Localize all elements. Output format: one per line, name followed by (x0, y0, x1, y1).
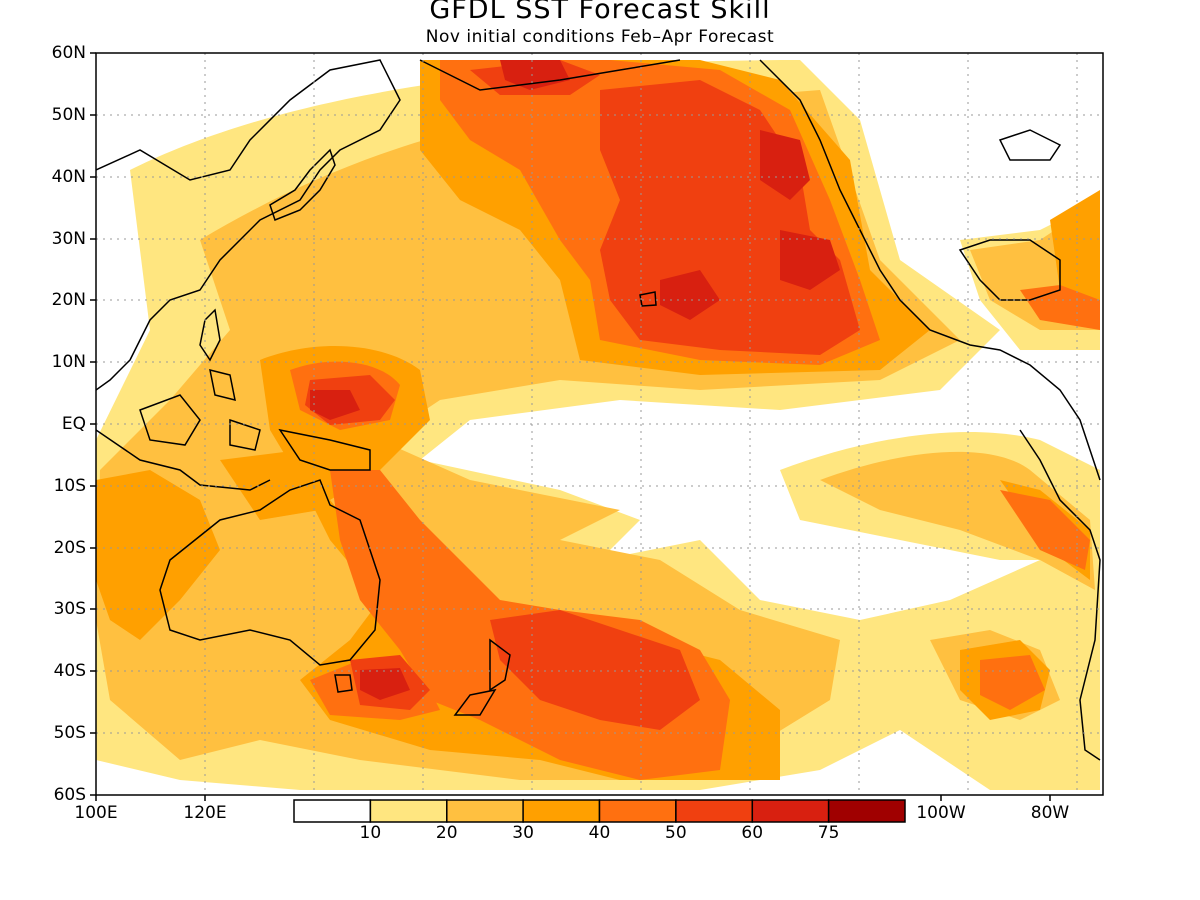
legend-label-30: 30 (512, 823, 534, 843)
legend-swatch-2 (446, 799, 524, 823)
lat-label-30s: 30S (53, 599, 86, 619)
legend-label-10: 10 (359, 823, 382, 843)
lat-label-50s: 50S (53, 723, 86, 743)
lat-label-10s: 10S (53, 476, 86, 496)
legend-swatch-4 (598, 799, 677, 823)
skill-field (96, 53, 1103, 795)
legend-label-60: 60 (741, 823, 764, 843)
axis-ticks (90, 52, 1051, 801)
lat-label-20n: 20N (51, 290, 86, 310)
legend-swatch-1 (369, 799, 448, 823)
color-legend-bar (293, 799, 906, 823)
legend-label-50: 50 (665, 823, 687, 843)
legend-label-75: 75 (817, 823, 840, 843)
legend-label-40: 40 (588, 823, 611, 843)
lat-label-40s: 40S (53, 661, 86, 681)
lat-label-40n: 40N (51, 167, 86, 187)
lat-label-20s: 20S (53, 538, 86, 558)
legend-swatch-0 (293, 799, 372, 823)
lat-label-30n: 30N (51, 229, 86, 249)
legend-swatch-3 (522, 799, 601, 823)
map-subtitle: Nov initial conditions Feb–Apr Forecast (425, 27, 775, 47)
lat-label-eq: EQ (61, 414, 86, 434)
lon-label-100w: 100W (916, 803, 966, 823)
lat-label-10n: 10N (51, 352, 86, 372)
legend-label-20: 20 (435, 823, 458, 843)
lon-label-80w: 80W (1030, 803, 1070, 823)
lat-label-60n: 60N (51, 43, 86, 63)
skill-contour-60 (310, 60, 840, 700)
grid (96, 53, 1103, 795)
legend-swatch-7 (827, 799, 906, 823)
legend-swatch-6 (751, 799, 830, 823)
legend-swatch-5 (675, 799, 754, 823)
lon-label-120e: 120E (183, 803, 227, 823)
lat-label-60s: 60S (53, 785, 86, 805)
map-title: GFDL SST Forecast Skill (429, 0, 771, 25)
lat-label-50n: 50N (51, 105, 86, 125)
lon-label-100e: 100E (74, 803, 118, 823)
